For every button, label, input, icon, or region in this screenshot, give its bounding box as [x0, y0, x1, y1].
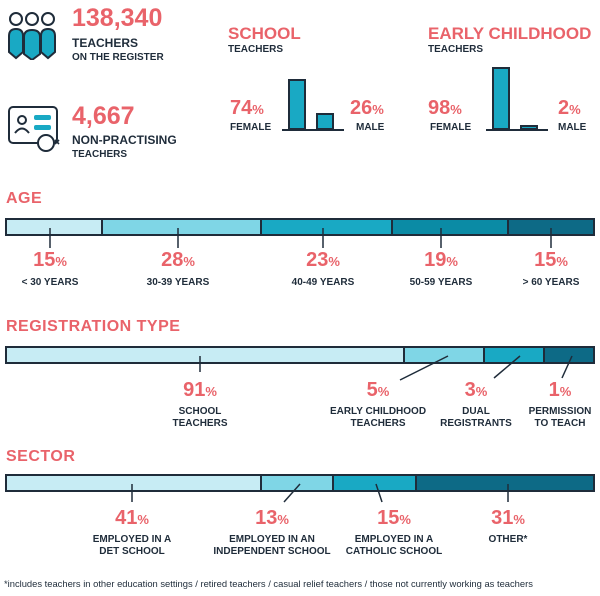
teachers-sublabel: ON THE REGISTER — [72, 52, 164, 63]
early-gender-bars — [486, 66, 548, 134]
age-item-1: 15% < 30 YEARS — [0, 250, 100, 289]
teachers-label: TEACHERS — [72, 36, 139, 50]
people-icon — [6, 10, 58, 60]
early-male-value: 2% — [558, 97, 581, 119]
age-item-2-label: 30-39 YEARS — [146, 277, 210, 288]
school-female-value: 74% — [230, 97, 264, 119]
age-item-5-label: > 60 YEARS — [522, 277, 580, 288]
sector-item-3-label-2: CATHOLIC SCHOOL — [345, 546, 443, 557]
school-title: SCHOOL — [228, 24, 301, 43]
age-item-3: 23% 40-49 YEARS — [263, 250, 383, 289]
reg-item-1-value: 91% — [183, 379, 217, 401]
age-title: AGE — [6, 190, 43, 207]
reg-seg-dual — [485, 348, 545, 362]
sector-item-2-label-2: INDEPENDENT SCHOOL — [213, 546, 331, 557]
school-gender-bars — [282, 78, 344, 134]
sector-item-3-value: 15% — [377, 507, 411, 529]
sector-item-1-label-2: DET SCHOOL — [99, 546, 165, 557]
teachers-count: 138,340 — [72, 4, 163, 32]
registration-title: REGISTRATION TYPE — [6, 318, 181, 335]
sector-item-1: 41% EMPLOYED IN A DET SCHOOL — [70, 508, 194, 558]
age-item-3-label: 40-49 YEARS — [291, 277, 355, 288]
registration-bar — [5, 346, 595, 364]
sector-title: SECTOR — [6, 448, 76, 465]
nonprac-sublabel: TEACHERS — [72, 149, 128, 160]
early-female-label: FEMALE — [430, 122, 472, 133]
reg-seg-school — [7, 348, 405, 362]
age-item-3-value: 23% — [306, 249, 340, 271]
registration-item-3: 3% DUAL REGISTRANTS — [436, 380, 516, 430]
footnote: *includes teachers in other education se… — [4, 578, 533, 589]
sector-item-4: 31% OTHER* — [468, 508, 548, 546]
reg-seg-early — [404, 348, 486, 362]
reg-item-3-label-1: DUAL — [462, 406, 490, 417]
reg-item-1-label-2: TEACHERS — [172, 418, 228, 429]
age-seg-50-59 — [392, 220, 509, 234]
reg-seg-permission — [544, 348, 593, 362]
nonprac-count: 4,667 — [72, 102, 135, 130]
reg-item-4-label-1: PERMISSION — [528, 406, 592, 417]
age-seg-30-39 — [102, 220, 262, 234]
age-item-5: 15% > 60 YEARS — [510, 250, 592, 289]
reg-item-2-value: 5% — [366, 379, 390, 401]
sector-leader-lines — [131, 483, 509, 503]
age-item-2: 28% 30-39 YEARS — [118, 250, 238, 289]
reg-item-3-label-2: REGISTRANTS — [440, 418, 512, 429]
school-male-value: 26% — [350, 97, 384, 119]
registration-item-1: 91% SCHOOL TEACHERS — [140, 380, 260, 430]
reg-item-2-label-1: EARLY CHILDHOOD — [329, 406, 427, 417]
sector-seg-other — [417, 476, 593, 490]
age-item-4-label: 50-59 YEARS — [409, 277, 473, 288]
age-seg-over60 — [508, 220, 593, 234]
reg-item-4-label-2: TO TEACH — [534, 418, 586, 429]
sector-item-4-label-1: OTHER* — [488, 534, 528, 545]
sector-item-1-value: 41% — [115, 507, 149, 529]
age-bar — [5, 218, 595, 236]
registration-leader-lines — [199, 355, 573, 381]
sector-item-2: 13% EMPLOYED IN AN INDEPENDENT SCHOOL — [206, 508, 338, 558]
sector-seg-det — [7, 476, 263, 490]
early-male-label: MALE — [558, 122, 587, 133]
sector-bar — [5, 474, 595, 492]
age-item-4: 19% 50-59 YEARS — [381, 250, 501, 289]
early-subtitle: TEACHERS — [428, 44, 484, 55]
age-item-5-value: 15% — [534, 249, 568, 271]
sector-item-2-value: 13% — [255, 507, 289, 529]
id-card-icon — [8, 106, 62, 154]
age-leader-lines — [49, 228, 552, 248]
reg-item-3-value: 3% — [464, 379, 488, 401]
reg-item-2-label-2: TEACHERS — [350, 418, 406, 429]
sector-item-3-label-1: EMPLOYED IN A — [354, 534, 434, 545]
school-female-label: FEMALE — [230, 122, 272, 133]
reg-item-1-label-1: SCHOOL — [178, 406, 222, 417]
age-item-2-value: 28% — [161, 249, 195, 271]
sector-item-4-value: 31% — [491, 507, 525, 529]
sector-item-1-label-1: EMPLOYED IN A — [92, 534, 172, 545]
registration-item-4: 1% PERMISSION TO TEACH — [523, 380, 597, 430]
age-item-1-label: < 30 YEARS — [21, 277, 79, 288]
sector-seg-catholic — [333, 476, 418, 490]
age-seg-40-49 — [261, 220, 393, 234]
reg-item-4-value: 1% — [548, 379, 572, 401]
nonprac-label: NON-PRACTISING — [72, 133, 177, 147]
registration-item-2: 5% EARLY CHILDHOOD TEACHERS — [318, 380, 438, 430]
school-subtitle: TEACHERS — [228, 44, 284, 55]
sector-seg-independent — [262, 476, 334, 490]
early-title: EARLY CHILDHOOD — [428, 24, 592, 43]
sector-item-2-label-1: EMPLOYED IN AN — [229, 534, 315, 545]
age-item-4-value: 19% — [424, 249, 458, 271]
sector-item-3: 15% EMPLOYED IN A CATHOLIC SCHOOL — [332, 508, 456, 558]
age-seg-under30 — [7, 220, 103, 234]
school-male-label: MALE — [356, 122, 385, 133]
age-item-1-value: 15% — [33, 249, 67, 271]
early-female-value: 98% — [428, 97, 462, 119]
